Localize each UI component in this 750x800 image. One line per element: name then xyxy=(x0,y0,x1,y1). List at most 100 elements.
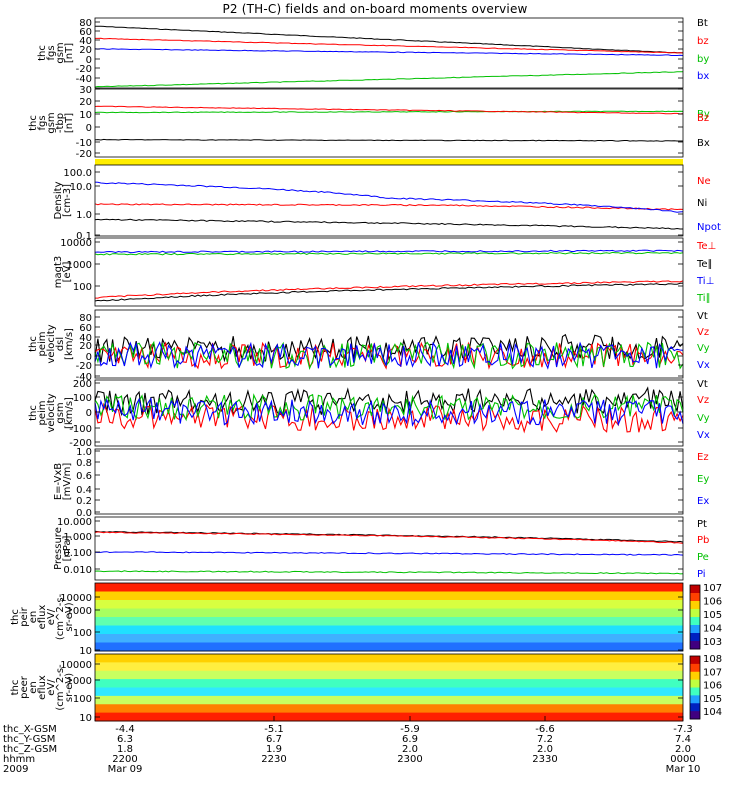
y-tick-label: 10 xyxy=(79,110,92,121)
spectrogram-band xyxy=(95,608,683,618)
spectrogram-band xyxy=(95,642,683,652)
legend-vy: Vy xyxy=(697,413,710,424)
footer-label-y: thc_Y-GSM xyxy=(3,734,56,745)
y-tick-label: 80 xyxy=(79,18,92,29)
y-tick-label: 1.0 xyxy=(76,210,92,221)
y-tick-label: 100.0 xyxy=(63,168,92,179)
series-line-te⊥ xyxy=(95,280,684,299)
panel-frame xyxy=(94,164,684,237)
y-tick-label: -20 xyxy=(76,64,92,75)
y-axis-label: magt3[eV] xyxy=(53,256,73,289)
plot-title: P2 (TH-C) fields and on-board moments ov… xyxy=(222,2,528,16)
y-tick-label: 0.8 xyxy=(76,458,92,469)
panel-frame xyxy=(94,88,684,158)
spectrogram-band xyxy=(95,712,683,722)
y-axis-label-line: thc xyxy=(28,405,39,421)
y-axis-label-line: dsl xyxy=(55,337,66,351)
y-axis-label-line: en xyxy=(28,611,39,624)
y-tick-label: 200 xyxy=(73,379,92,390)
colorbar-label: 105 xyxy=(703,610,722,621)
y-tick-label: 80 xyxy=(79,313,92,324)
colorbar-label: 103 xyxy=(703,637,722,648)
spectrogram-band xyxy=(95,625,683,635)
colorbar-frame xyxy=(689,584,701,650)
legend-pi: Pi xyxy=(697,569,706,580)
y-axis-label-line: velocity xyxy=(46,324,57,363)
y-axis-label-line: sr-eV) xyxy=(64,673,75,702)
colorbar-label: 106 xyxy=(703,681,722,692)
panel-frame xyxy=(94,379,684,447)
y-tick-label: -10 xyxy=(76,138,92,149)
spectrogram-band xyxy=(95,704,683,714)
series-line-ni xyxy=(94,218,683,230)
legend-ne: Ne xyxy=(697,176,711,187)
y-tick-label: 40 xyxy=(79,333,92,344)
colorbar-swatch xyxy=(690,617,700,626)
y-axis-label-line: thc xyxy=(37,45,48,61)
panel-peer_en_eflux: 108 107 106 105 104 10000 1000 100 10 thcpeerenef… xyxy=(10,653,722,722)
panel-frame xyxy=(94,516,684,581)
y-axis-label: Density[cm-3] xyxy=(53,181,73,219)
y-tick-label: -40 xyxy=(76,74,92,85)
y-tick-label: 10000 xyxy=(60,660,92,671)
y-tick-label: 1000 xyxy=(67,676,92,687)
colorbar-swatch xyxy=(690,601,700,610)
y-axis-label-line: thc xyxy=(10,609,21,625)
y-axis-label-line: thc xyxy=(28,336,39,352)
colorbar-label: 107 xyxy=(703,583,722,594)
y-axis-label-line: [km/s] xyxy=(64,397,75,429)
colorbar-label: 108 xyxy=(703,654,722,665)
spectrogram-band xyxy=(95,617,683,626)
footer-date-value: Mar 09 xyxy=(107,764,143,775)
footer-y-value: 7.2 xyxy=(537,734,553,745)
series-line-pb xyxy=(94,531,684,544)
y-axis-label-line: [cm-3] xyxy=(62,184,73,217)
spectrogram-band xyxy=(95,679,683,688)
y-tick-label: 1000 xyxy=(67,606,92,617)
footer-y-value: 6.9 xyxy=(402,734,418,745)
y-axis-label-line: fgs xyxy=(37,115,48,130)
y-tick-label: 100 xyxy=(73,282,92,293)
y-tick-label: -40 xyxy=(76,372,92,383)
legend-ni: Ni xyxy=(697,198,707,209)
y-tick-label: 20 xyxy=(79,341,92,352)
spectrogram-band xyxy=(95,695,683,705)
footer-y-value: 6.7 xyxy=(266,734,282,745)
spectrogram-band xyxy=(95,654,683,663)
y-axis-label-line: -tbp xyxy=(55,113,66,133)
legend-bz: Bz xyxy=(697,113,709,124)
legend-te∥: Te∥ xyxy=(696,259,713,270)
y-axis-label: thcpeimvelocitydsl[km/s] xyxy=(28,324,75,363)
y-tick-label: 0.1 xyxy=(76,231,92,242)
colorbar-label: 104 xyxy=(703,707,722,718)
y-axis-label-line: Density xyxy=(53,181,64,219)
legend-pb: Pb xyxy=(697,535,709,546)
legend-vt: Vt xyxy=(697,311,708,322)
footer-x-value: -6.6 xyxy=(535,724,555,735)
colorbar-swatch xyxy=(690,593,700,602)
series-line-pi xyxy=(94,551,684,556)
y-tick-label: 0.010 xyxy=(63,565,92,576)
y-tick-label: 0 xyxy=(86,408,92,419)
footer-x-value: -5.9 xyxy=(400,724,420,735)
footer-hhmm-value: 2200 xyxy=(112,754,138,765)
y-tick-label: 10 xyxy=(79,646,92,657)
y-axis-label: thcpeimvelocitygsm[km/s] xyxy=(28,393,75,432)
footer-y-value: 6.3 xyxy=(117,734,133,745)
y-tick-label: 10.000 xyxy=(57,517,92,528)
footer-z-value: 1.8 xyxy=(117,744,133,755)
panel-frame xyxy=(94,17,684,89)
colorbar-swatch xyxy=(690,679,700,688)
colorbar-swatch xyxy=(690,711,700,720)
y-tick-label: -20 xyxy=(76,149,92,160)
panel-density: 100.0 10.0 1.0 0.1 Density[cm-3] Ne Ni Npot xyxy=(53,164,721,242)
spectrogram-band xyxy=(95,591,683,601)
y-axis-label-line: (cm^2-s- xyxy=(55,593,66,640)
y-axis-label-line: peim xyxy=(37,400,48,425)
legend-ey: Ey xyxy=(697,474,709,485)
y-tick-label: 20 xyxy=(79,97,92,108)
legend-vy: Vy xyxy=(697,343,710,354)
colorbar-swatch xyxy=(690,695,700,704)
